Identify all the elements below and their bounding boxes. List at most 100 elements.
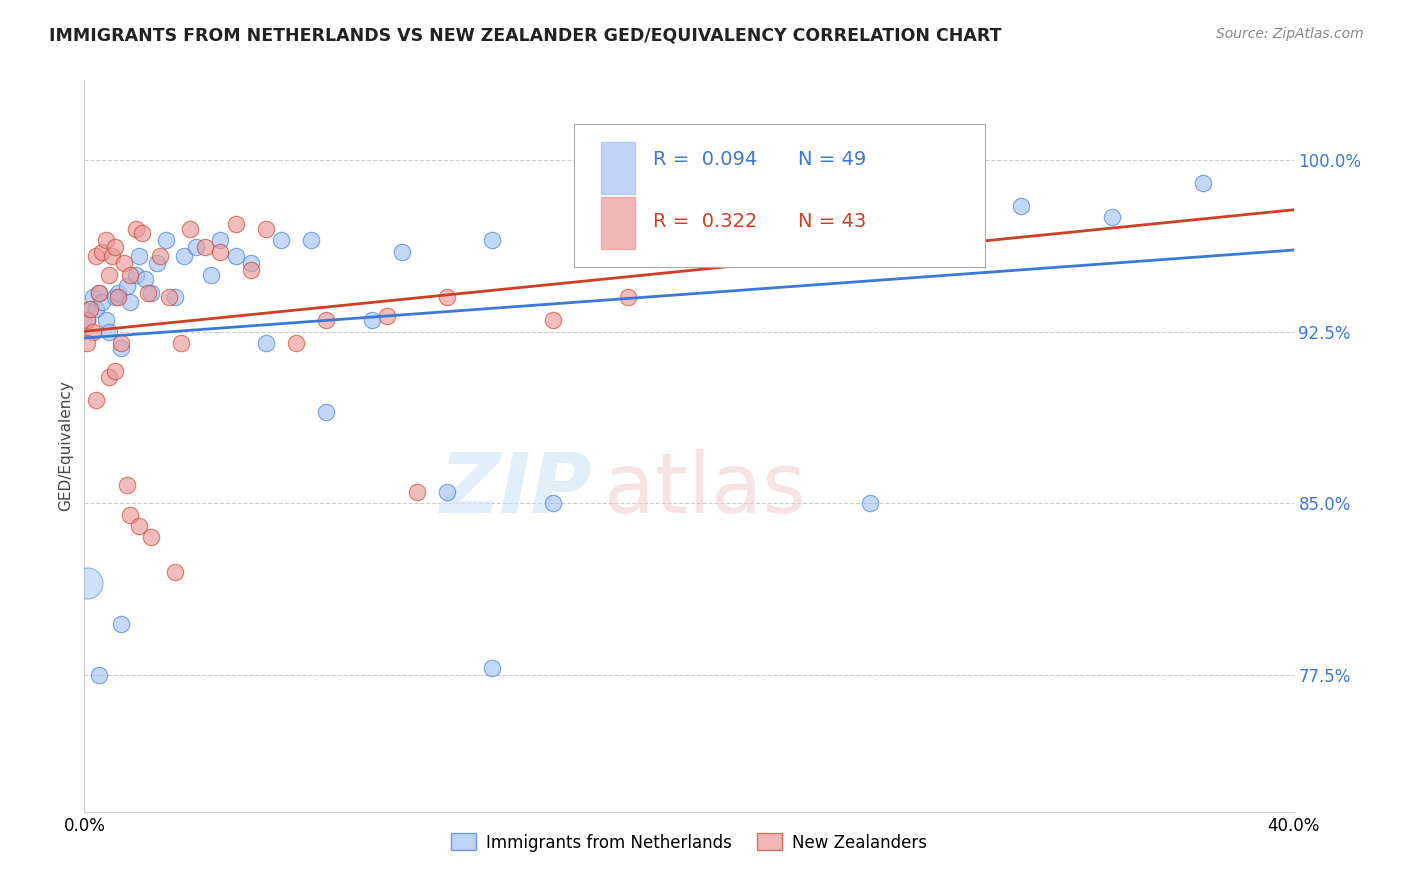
Point (118, 295, 141, 310)
Point (112, 256, 135, 270)
Point (709, 233, 731, 247)
Point (76, 313, 98, 327)
Point (139, 530, 162, 544)
Point (134, 272, 156, 286)
Point (165, 565, 187, 579)
FancyBboxPatch shape (574, 124, 986, 267)
Text: N = 49: N = 49 (797, 150, 866, 169)
Point (86, 393, 108, 408)
Point (950, 233, 973, 247)
Point (128, 249, 150, 263)
Point (436, 484, 458, 499)
Point (76, 336, 98, 351)
Point (194, 240, 217, 254)
Point (110, 617, 132, 632)
Point (91, 244, 114, 259)
Point (107, 290, 129, 304)
Point (254, 336, 277, 351)
Point (79, 301, 101, 316)
Point (100, 249, 122, 263)
Point (859, 496, 882, 510)
Point (76, 576, 98, 591)
Text: Source: ZipAtlas.com: Source: ZipAtlas.com (1216, 27, 1364, 41)
Point (617, 290, 640, 304)
Bar (600, 197, 634, 249)
Point (225, 249, 247, 263)
Point (254, 222, 277, 236)
Point (97, 268, 120, 282)
Point (110, 341, 132, 355)
Point (270, 233, 292, 247)
Point (709, 240, 731, 254)
Point (104, 290, 127, 304)
Y-axis label: GED/Equivalency: GED/Equivalency (58, 381, 73, 511)
Point (118, 268, 141, 282)
Point (82, 325, 104, 339)
Point (406, 484, 429, 499)
Point (89, 285, 111, 300)
Point (481, 661, 503, 675)
Point (125, 222, 148, 236)
Point (165, 290, 187, 304)
Point (799, 233, 821, 247)
Point (94, 233, 117, 247)
Point (89, 667, 111, 681)
Point (859, 233, 882, 247)
Point (91, 295, 114, 310)
Point (89, 285, 111, 300)
Point (375, 309, 398, 323)
Point (239, 256, 262, 270)
Point (86, 301, 108, 316)
Bar (600, 143, 634, 194)
Point (1101, 211, 1123, 225)
Text: R =  0.094: R = 0.094 (652, 150, 756, 169)
Point (481, 233, 503, 247)
Point (157, 290, 180, 304)
Point (136, 285, 159, 300)
Point (118, 508, 141, 522)
Point (391, 244, 413, 259)
Point (859, 180, 882, 194)
Point (107, 285, 129, 300)
Point (115, 478, 138, 492)
Point (186, 240, 208, 254)
Point (1011, 199, 1033, 213)
Point (285, 336, 308, 351)
Legend: Immigrants from Netherlands, New Zealanders: Immigrants from Netherlands, New Zealand… (444, 827, 934, 858)
Text: N = 43: N = 43 (797, 212, 866, 231)
Point (131, 227, 153, 241)
Point (209, 244, 232, 259)
Point (436, 290, 458, 304)
Point (239, 263, 262, 277)
Point (170, 336, 193, 351)
Point (588, 233, 610, 247)
Point (541, 313, 564, 327)
Text: R =  0.322: R = 0.322 (652, 212, 756, 231)
Point (104, 363, 127, 377)
Point (82, 290, 104, 304)
Point (128, 519, 150, 533)
Point (125, 268, 148, 282)
Point (541, 496, 564, 510)
Point (146, 256, 169, 270)
Point (149, 249, 172, 263)
Text: ZIP: ZIP (440, 450, 592, 531)
Point (86, 249, 108, 263)
Text: IMMIGRANTS FROM NETHERLANDS VS NEW ZEALANDER GED/EQUIVALENCY CORRELATION CHART: IMMIGRANTS FROM NETHERLANDS VS NEW ZEALA… (49, 27, 1001, 45)
Text: atlas: atlas (605, 450, 806, 531)
Point (315, 405, 337, 419)
Point (104, 240, 127, 254)
Point (79, 301, 101, 316)
Point (139, 285, 162, 300)
Point (97, 325, 120, 339)
Point (200, 268, 222, 282)
Point (299, 233, 322, 247)
Point (94, 313, 117, 327)
Point (115, 279, 138, 293)
Point (173, 249, 195, 263)
Point (1192, 176, 1215, 190)
Point (360, 313, 382, 327)
Point (110, 336, 132, 351)
Point (633, 233, 655, 247)
Point (97, 370, 120, 384)
